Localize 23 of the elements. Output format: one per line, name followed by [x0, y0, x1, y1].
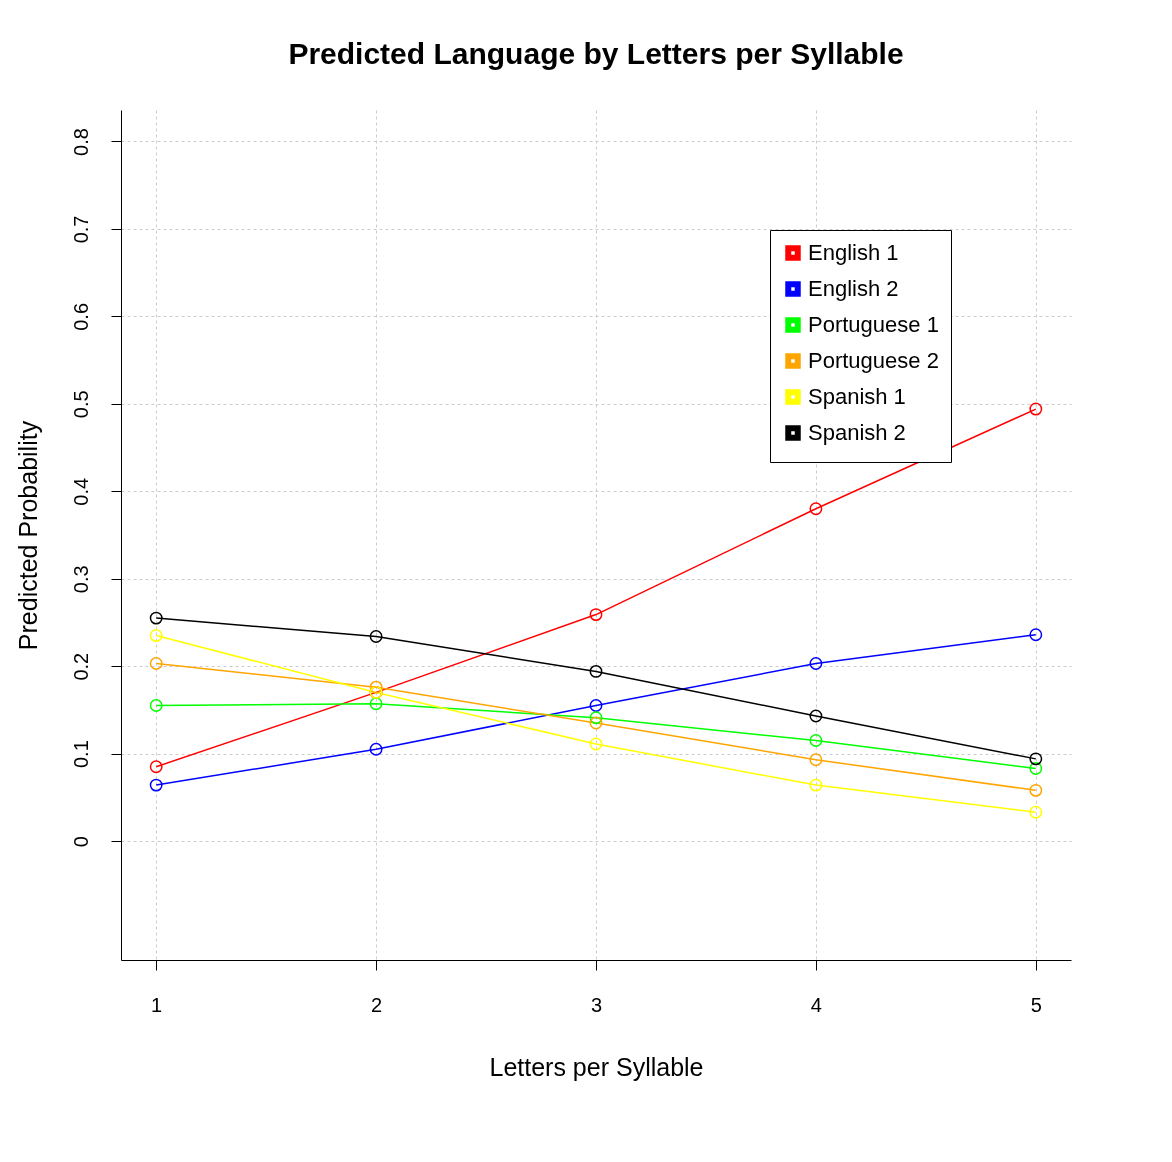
y-tick-label: 0.6	[69, 302, 92, 331]
y-axis-title: Predicted Probability	[13, 420, 42, 651]
x-tick-label: 4	[810, 993, 822, 1016]
y-tick-label: 0.5	[69, 390, 92, 419]
y-tick-label: 0.2	[69, 652, 92, 681]
y-tick-label: 0.8	[69, 128, 92, 156]
y-tick-label: 0.3	[69, 565, 92, 594]
legend-label: Portuguese 2	[808, 348, 939, 373]
y-tick-label: 0.7	[69, 215, 92, 244]
chart-title: Predicted Language by Letters per Syllable	[288, 37, 904, 70]
legend-label: Portuguese 1	[808, 312, 939, 337]
x-tick-label: 3	[590, 993, 603, 1016]
legend-label: Spanish 2	[808, 420, 906, 445]
x-tick-label: 1	[151, 993, 163, 1016]
y-tick-label: 0	[69, 836, 92, 848]
x-tick-label: 2	[371, 993, 383, 1016]
legend-label: Spanish 1	[808, 384, 906, 409]
x-tick-label: 5	[1030, 993, 1042, 1016]
x-axis-title: Letters per Syllable	[489, 1052, 704, 1081]
y-tick-label: 0.4	[69, 477, 92, 506]
legend-label: English 2	[808, 276, 899, 301]
y-tick-label: 0.1	[69, 740, 92, 769]
legend-label: English 1	[808, 240, 899, 265]
